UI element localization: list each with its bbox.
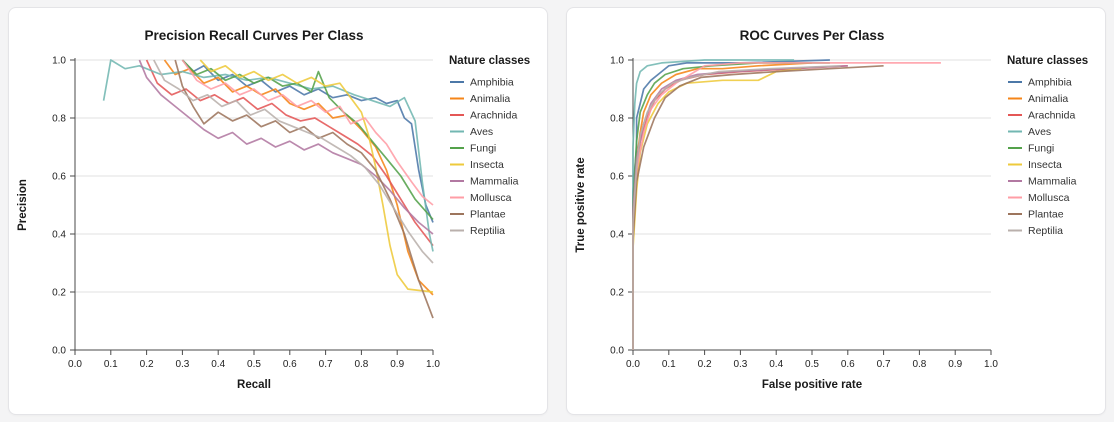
series-line-animalia — [632, 61, 813, 350]
y-tick-label: 0.4 — [52, 229, 66, 240]
legend-label-aves: Aves — [470, 126, 493, 138]
legend-label-insecta: Insecta — [470, 159, 504, 171]
legend-label-plantae: Plantae — [470, 208, 506, 220]
legend-label-mollusca: Mollusca — [470, 192, 512, 204]
legend-title: Nature classes — [1007, 55, 1088, 67]
legend-label-fungi: Fungi — [1028, 142, 1054, 154]
series-line-plantae — [632, 64, 884, 350]
x-tick-label: 0.6 — [841, 359, 855, 370]
series-line-mammalia — [632, 64, 848, 350]
x-tick-label: 0.5 — [805, 359, 819, 370]
x-tick-label: 0.5 — [247, 359, 261, 370]
legend-label-aves: Aves — [1028, 126, 1051, 138]
legend-label-animalia: Animalia — [1028, 93, 1068, 105]
series-line-reptilia — [632, 64, 841, 350]
x-tick-label: 0.2 — [698, 359, 712, 370]
x-tick-label: 0.4 — [211, 359, 225, 370]
x-axis-title: Recall — [237, 379, 271, 391]
x-tick-label: 1.0 — [984, 359, 998, 370]
x-tick-label: 0.8 — [912, 359, 926, 370]
series-line-arachnida — [145, 59, 434, 246]
y-tick-label: 0.4 — [610, 229, 624, 240]
legend-label-fungi: Fungi — [470, 142, 496, 154]
x-tick-label: 0.4 — [769, 359, 783, 370]
series-line-aves — [102, 58, 434, 252]
series-line-mollusca — [632, 61, 941, 350]
y-tick-label: 1.0 — [52, 55, 66, 66]
legend-title: Nature classes — [449, 55, 530, 67]
legend-label-plantae: Plantae — [1028, 208, 1064, 220]
x-tick-label: 0.1 — [662, 359, 676, 370]
y-tick-label: 1.0 — [610, 55, 624, 66]
x-tick-label: 0.0 — [68, 359, 82, 370]
series-line-arachnida — [632, 64, 848, 350]
x-axis-title: False positive rate — [762, 379, 862, 391]
roc-chart-card: 0.0 0.1 0.2 0.3 0.4 0.5 0.6 0.7 0.8 0.9 1.0 0.0 0.2 0… — [566, 7, 1106, 415]
series-line-aves — [632, 58, 795, 350]
series-line-mollusca — [181, 59, 434, 206]
x-tick-label: 0.7 — [877, 359, 891, 370]
chart-title: ROC Curves Per Class — [740, 28, 885, 43]
x-tick-label: 0.0 — [626, 359, 640, 370]
y-tick-label: 0.8 — [52, 113, 66, 124]
x-tick-label: 0.3 — [733, 359, 747, 370]
legend-label-insecta: Insecta — [1028, 159, 1062, 171]
y-tick-label: 0.0 — [610, 345, 624, 356]
y-tick-label: 0.8 — [610, 113, 624, 124]
x-tick-label: 1.0 — [426, 359, 440, 370]
y-tick-label: 0.6 — [610, 171, 624, 182]
x-tick-label: 0.1 — [104, 359, 118, 370]
legend-label-reptilia: Reptilia — [1028, 225, 1063, 237]
y-axis-title: Precision — [17, 179, 29, 231]
x-tick-label: 0.9 — [390, 359, 404, 370]
legend-label-arachnida: Arachnida — [1028, 109, 1075, 121]
legend-label-mammalia: Mammalia — [1028, 175, 1077, 187]
series-line-amphibia — [181, 58, 434, 223]
roc-chart: 0.0 0.1 0.2 0.3 0.4 0.5 0.6 0.7 0.8 0.9 1.0 0.0 0.2 0… — [567, 8, 1105, 414]
x-tick-label: 0.8 — [354, 359, 368, 370]
series-line-fungi — [632, 61, 830, 350]
series-line-fungi — [181, 58, 434, 220]
series-line-reptilia — [153, 59, 434, 264]
y-tick-label: 0.6 — [52, 171, 66, 182]
legend-label-animalia: Animalia — [470, 93, 510, 105]
series-line-insecta — [199, 58, 434, 293]
chart-title: Precision Recall Curves Per Class — [144, 28, 363, 43]
x-tick-label: 0.2 — [140, 359, 154, 370]
x-tick-label: 0.3 — [175, 359, 189, 370]
legend-label-arachnida: Arachnida — [470, 109, 517, 121]
x-tick-label: 0.6 — [283, 359, 297, 370]
y-tick-label: 0.0 — [52, 345, 66, 356]
legend-label-reptilia: Reptilia — [470, 225, 505, 237]
legend-label-mammalia: Mammalia — [470, 175, 519, 187]
x-tick-label: 0.9 — [948, 359, 962, 370]
precision-recall-chart: 0.0 0.1 0.2 0.3 0.4 0.5 0.6 0.7 0.8 0.9 1.0 0.0 0.2 0… — [9, 8, 547, 414]
y-tick-label: 0.2 — [610, 287, 624, 298]
y-tick-label: 0.2 — [52, 287, 66, 298]
legend-label-amphibia: Amphibia — [1028, 76, 1072, 88]
legend-label-amphibia: Amphibia — [470, 76, 514, 88]
series-line-animalia — [163, 58, 434, 295]
precision-recall-chart-card: 0.0 0.1 0.2 0.3 0.4 0.5 0.6 0.7 0.8 0.9 1.0 0.0 0.2 0… — [8, 7, 548, 415]
x-tick-label: 0.7 — [319, 359, 333, 370]
chart-svg: 0.0 0.1 0.2 0.3 0.4 0.5 0.6 0.7 0.8 0.9 1.0 0.0 0.2 0… — [575, 28, 1088, 391]
legend-label-mollusca: Mollusca — [1028, 192, 1070, 204]
chart-svg: 0.0 0.1 0.2 0.3 0.4 0.5 0.6 0.7 0.8 0.9 1.0 0.0 0.2 0… — [17, 28, 530, 391]
series-line-plantae — [174, 59, 434, 318]
y-axis-title: True positive rate — [575, 157, 587, 252]
